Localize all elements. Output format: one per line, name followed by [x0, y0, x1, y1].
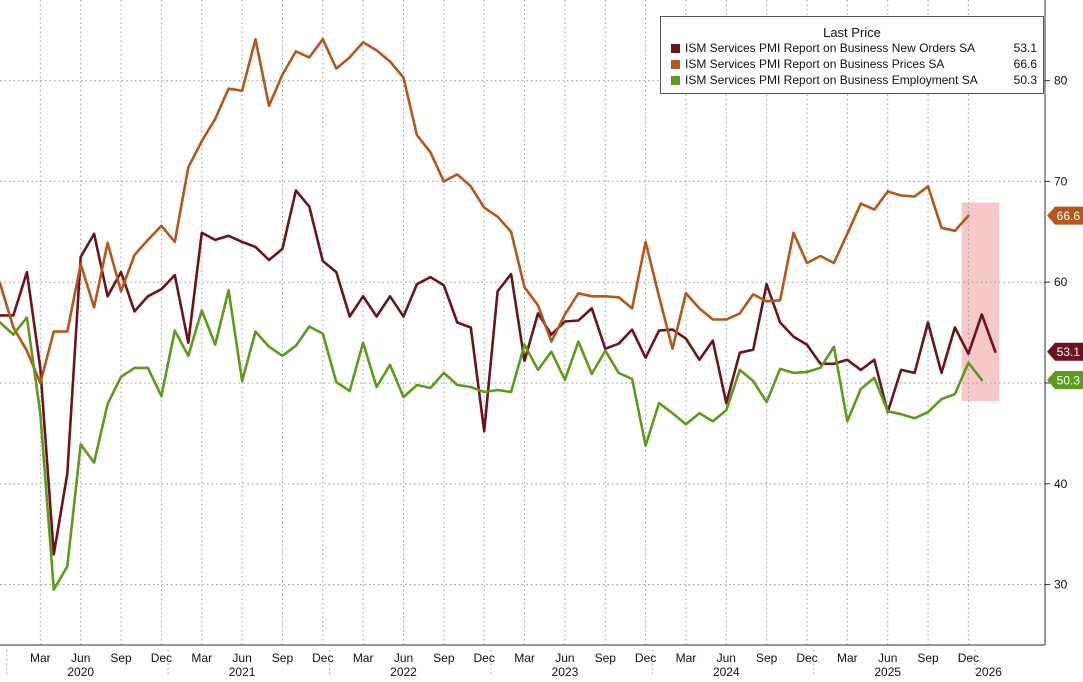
- x-tick-label: Dec: [958, 651, 979, 665]
- last-value-label: 66.6: [1057, 209, 1081, 223]
- legend-value: 50.3: [1013, 73, 1037, 87]
- legend-label: ISM Services PMI Report on Business Empl…: [685, 73, 978, 87]
- last-value-label: 53.1: [1057, 345, 1081, 359]
- x-tick-label: Sep: [756, 651, 778, 665]
- x-tick-label: Jun: [717, 651, 736, 665]
- last-value-badge-prices: [1047, 206, 1083, 225]
- legend-swatch-new-orders: [671, 44, 680, 53]
- legend: Last Price ISM Services PMI Report on Bu…: [660, 16, 1044, 94]
- series-line-new-orders: [0, 189, 997, 556]
- legend-item-employment: ISM Services PMI Report on Business Empl…: [671, 72, 1043, 88]
- x-tick-label: Dec: [635, 651, 656, 665]
- legend-label: ISM Services PMI Report on Business New …: [685, 41, 976, 55]
- series-line-employment: [0, 288, 984, 591]
- series-line-prices: [0, 37, 970, 385]
- x-tick-label: Mar: [191, 651, 212, 665]
- x-tick-label: Jun: [878, 651, 897, 665]
- year-label: 2025: [874, 665, 901, 677]
- x-tick-label: Dec: [151, 651, 172, 665]
- year-label: 2020: [67, 665, 94, 677]
- last-value-badge-employment: [1047, 370, 1083, 389]
- last-value-badge-new-orders: [1047, 342, 1083, 361]
- year-label: 2024: [713, 665, 740, 677]
- x-tick-label: Mar: [676, 651, 697, 665]
- x-tick-label: Dec: [474, 651, 495, 665]
- x-tick-label: Sep: [917, 651, 939, 665]
- x-tick-label: Sep: [595, 651, 617, 665]
- x-tick-label: Mar: [837, 651, 858, 665]
- legend-value: 53.1: [1013, 41, 1037, 55]
- year-label: 2021: [229, 665, 256, 677]
- x-tick-label: Dec: [312, 651, 333, 665]
- legend-item-prices: ISM Services PMI Report on Business Pric…: [671, 56, 1043, 72]
- legend-swatch-employment: [671, 76, 680, 85]
- x-tick-label: Mar: [353, 651, 374, 665]
- x-tick-label: Sep: [272, 651, 294, 665]
- x-tick-label: Sep: [110, 651, 132, 665]
- x-tick-label: Jun: [232, 651, 251, 665]
- x-tick-label: Jun: [394, 651, 413, 665]
- year-label: 2023: [552, 665, 579, 677]
- legend-label: ISM Services PMI Report on Business Pric…: [685, 57, 945, 71]
- y-tick-label: 70: [1054, 174, 1068, 188]
- y-tick-label: 60: [1054, 275, 1068, 289]
- x-tick-label: Dec: [796, 651, 817, 665]
- legend-swatch-prices: [671, 60, 680, 69]
- y-tick-label: 40: [1054, 477, 1068, 491]
- y-tick-label: 30: [1054, 578, 1068, 592]
- y-tick-label: 80: [1054, 74, 1068, 88]
- year-label: 2022: [390, 665, 417, 677]
- x-tick-label: Jun: [71, 651, 90, 665]
- legend-item-new-orders: ISM Services PMI Report on Business New …: [671, 40, 1043, 56]
- x-tick-label: Jun: [555, 651, 574, 665]
- x-tick-label: Mar: [30, 651, 51, 665]
- last-value-label: 50.3: [1057, 373, 1081, 387]
- year-label: 2026: [975, 665, 1002, 677]
- x-tick-label: Sep: [433, 651, 455, 665]
- legend-value: 66.6: [1013, 57, 1037, 71]
- legend-title: Last Price: [823, 25, 881, 40]
- x-tick-label: Mar: [514, 651, 535, 665]
- highlight-box: [961, 202, 1000, 402]
